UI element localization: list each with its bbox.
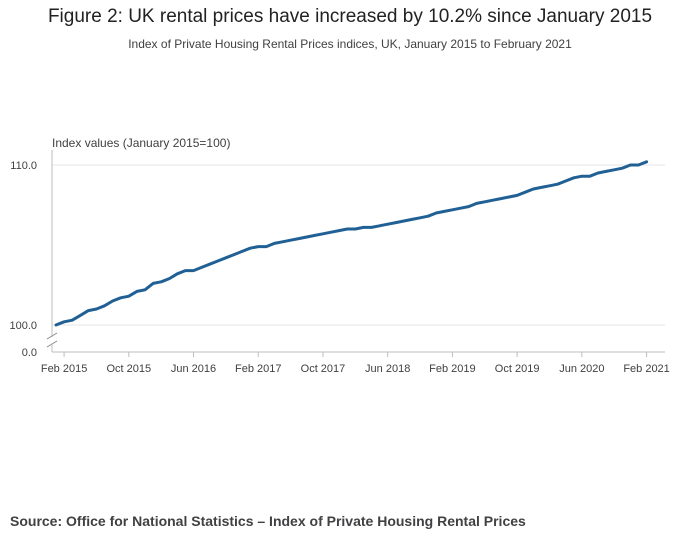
x-tick-label: Jun 2020 [559, 363, 604, 375]
x-tick-label: Feb 2015 [41, 363, 87, 375]
axis-break-mark [46, 340, 58, 348]
y-axis-title: Index values (January 2015=100) [52, 136, 230, 150]
chart-subtitle: Index of Private Housing Rental Prices i… [128, 37, 572, 51]
series-line [54, 160, 649, 327]
y-tick-label: 110.0 [10, 160, 37, 172]
y-tick-label: 100.0 [9, 320, 37, 332]
x-tick-label: Jun 2018 [365, 363, 410, 375]
x-tick-label: Oct 2015 [106, 363, 151, 375]
x-tick-label: Oct 2019 [495, 363, 540, 375]
x-tick-label: Jun 2016 [171, 363, 216, 375]
x-tick-label: Oct 2017 [301, 363, 346, 375]
chart-title: Figure 2: UK rental prices have increase… [47, 6, 653, 27]
source-note: Source: Office for National Statistics –… [10, 513, 526, 529]
y-tick-label: 0.0 [22, 347, 37, 359]
x-tick-label: Feb 2017 [235, 363, 281, 375]
x-tick-label: Feb 2021 [623, 363, 669, 375]
x-tick-label: Feb 2019 [429, 363, 475, 375]
axis-break-mark [46, 332, 58, 340]
